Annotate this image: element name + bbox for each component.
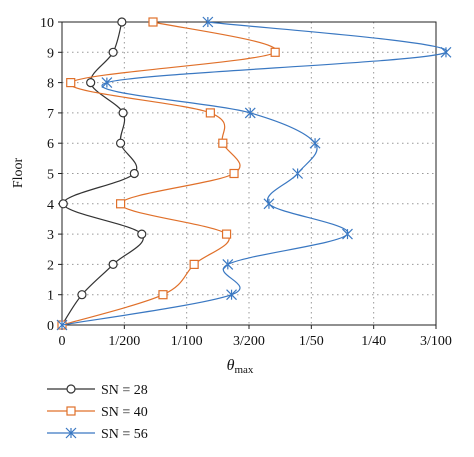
y-tick-label: 8 <box>47 77 54 92</box>
y-axis-label: Floor <box>11 157 26 188</box>
legend-label: SN = 56 <box>101 427 148 442</box>
data-point <box>158 290 168 300</box>
x-tick-label: 1/200 <box>108 334 140 349</box>
x-axis-label-subscript: max <box>234 364 253 376</box>
data-point <box>148 17 158 27</box>
y-tick-label: 6 <box>47 137 54 152</box>
x-tick-label: 1/100 <box>171 334 203 349</box>
y-tick-label: 7 <box>47 107 54 122</box>
data-point <box>101 77 113 89</box>
series-line <box>61 21 277 326</box>
axis-ticks: 0 1/200 1/100 3/200 1/50 1/40 3/100 0 1 2 3 4 5 6 7 8 9 1… <box>40 16 452 349</box>
legend-label: SN = 28 <box>101 383 148 398</box>
data-point <box>263 198 275 210</box>
y-tick-label: 4 <box>47 198 54 213</box>
y-tick-label: 0 <box>47 319 54 334</box>
series-line <box>61 21 448 326</box>
legend-label: SN = 40 <box>101 405 148 420</box>
data-point <box>115 199 126 209</box>
legend: SN = 28 SN = 40 SN = 56 <box>47 383 148 442</box>
data-point <box>56 319 68 331</box>
y-tick-label: 9 <box>47 46 54 61</box>
data-point <box>226 289 237 301</box>
data-point <box>108 259 118 269</box>
data-point <box>77 290 87 300</box>
series-2 <box>57 17 280 330</box>
data-point <box>137 229 147 239</box>
data-point <box>292 168 304 179</box>
data-point <box>129 168 139 179</box>
x-tick-label: 1/50 <box>299 334 324 349</box>
data-point <box>58 199 68 209</box>
data-point <box>229 168 239 179</box>
x-tick-label: 1/40 <box>361 334 386 349</box>
legend-marker <box>66 406 76 416</box>
data-point <box>118 108 128 118</box>
data-point <box>205 108 215 118</box>
series-1 <box>57 17 147 330</box>
data-point <box>440 46 452 58</box>
series <box>56 16 452 331</box>
x-tick-label: 3/100 <box>420 334 452 349</box>
legend-item: SN = 28 <box>47 383 148 398</box>
data-point <box>270 47 280 57</box>
y-tick-label: 5 <box>47 168 54 183</box>
data-point <box>202 16 214 28</box>
x-axis-label: θmax <box>227 357 254 376</box>
data-point <box>66 77 76 88</box>
legend-marker <box>65 427 77 439</box>
x-tick-label: 0 <box>59 334 66 349</box>
series-3 <box>56 16 452 331</box>
grid <box>62 22 436 325</box>
data-point <box>189 259 199 269</box>
data-point <box>108 47 118 57</box>
x-tick-label: 3/200 <box>233 334 265 349</box>
y-tick-label: 10 <box>40 16 54 31</box>
data-point <box>244 107 256 119</box>
series-line <box>61 21 144 326</box>
y-tick-label: 2 <box>47 258 54 273</box>
data-point <box>309 137 321 149</box>
data-point <box>115 138 126 148</box>
data-point <box>86 77 96 88</box>
legend-item: SN = 56 <box>47 427 148 442</box>
y-tick-label: 3 <box>47 228 54 243</box>
data-point <box>221 229 232 239</box>
data-point <box>342 228 353 240</box>
y-tick-label: 1 <box>47 289 54 304</box>
data-point <box>117 17 127 27</box>
x-axis-label-symbol: θ <box>227 357 235 374</box>
data-point <box>218 138 228 148</box>
legend-item: SN = 40 <box>47 405 148 420</box>
legend-marker <box>66 384 76 394</box>
data-point <box>222 258 234 270</box>
